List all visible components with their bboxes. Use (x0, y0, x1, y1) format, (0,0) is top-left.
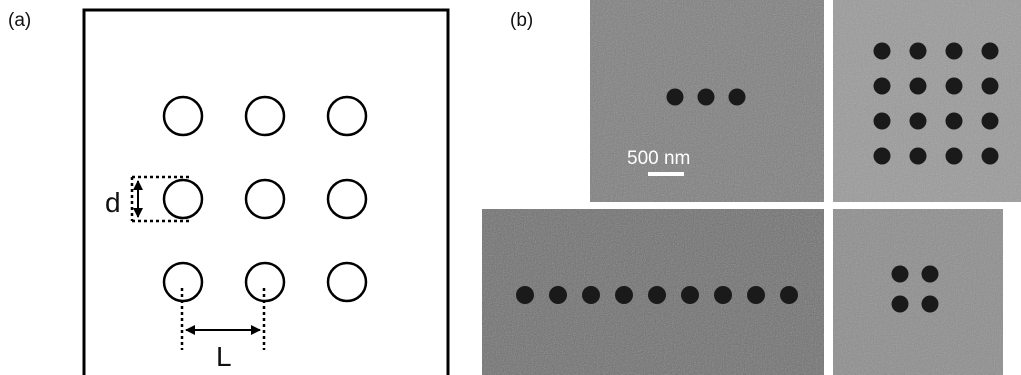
diameter-annotation: d (105, 175, 190, 223)
sem-hole (945, 112, 963, 130)
sem-hole (681, 286, 699, 304)
sem-hole (891, 295, 909, 313)
sem-hole (945, 42, 963, 60)
spacing-label: L (216, 341, 232, 372)
schematic-hole-grid (162, 95, 368, 303)
sem-hole (648, 286, 666, 304)
scale-bar (648, 172, 684, 176)
sem-hole (666, 88, 684, 106)
sem-hole (615, 286, 633, 304)
sem-hole (516, 286, 534, 304)
schematic-hole (326, 178, 368, 220)
sem-hole (873, 77, 891, 95)
sem-hole (549, 286, 567, 304)
sem-hole (981, 42, 999, 60)
panel-a-label: (a) (8, 10, 32, 31)
panel-b-label: (b) (510, 10, 534, 31)
sem-hole (981, 77, 999, 95)
sem-hole (909, 42, 927, 60)
sem-hole (921, 265, 939, 283)
sem-hole (697, 88, 715, 106)
schematic-hole (162, 178, 204, 220)
schematic-hole (326, 95, 368, 137)
schematic-hole (244, 95, 286, 137)
schematic-panel: d L (82, 8, 450, 375)
sem-image-four-by-four-array (833, 0, 1021, 202)
sem-hole (714, 286, 732, 304)
scale-bar-label: 500 nm (627, 148, 690, 169)
sem-hole (909, 147, 927, 165)
sem-hole (873, 42, 891, 60)
sem-hole (981, 147, 999, 165)
sem-hole (873, 112, 891, 130)
sem-hole (728, 88, 746, 106)
sem-hole (747, 286, 765, 304)
diameter-label: d (105, 187, 121, 218)
sem-hole (582, 286, 600, 304)
sem-hole (981, 112, 999, 130)
schematic-hole (244, 178, 286, 220)
sem-panel: 500 nm (482, 0, 1021, 375)
schematic-hole (162, 95, 204, 137)
sem-hole (945, 77, 963, 95)
sem-hole (909, 112, 927, 130)
sem-image-three-hole-chain: 500 nm (590, 0, 824, 202)
sem-hole (921, 295, 939, 313)
sem-image-nine-hole-chain (482, 209, 824, 375)
sem-hole (780, 286, 798, 304)
sem-hole (891, 265, 909, 283)
sem-image-two-by-two-array (833, 209, 1003, 375)
sem-hole (909, 77, 927, 95)
schematic-hole (326, 261, 368, 303)
spacing-annotation: L (180, 288, 266, 372)
sem-hole (873, 147, 891, 165)
sem-hole (945, 147, 963, 165)
